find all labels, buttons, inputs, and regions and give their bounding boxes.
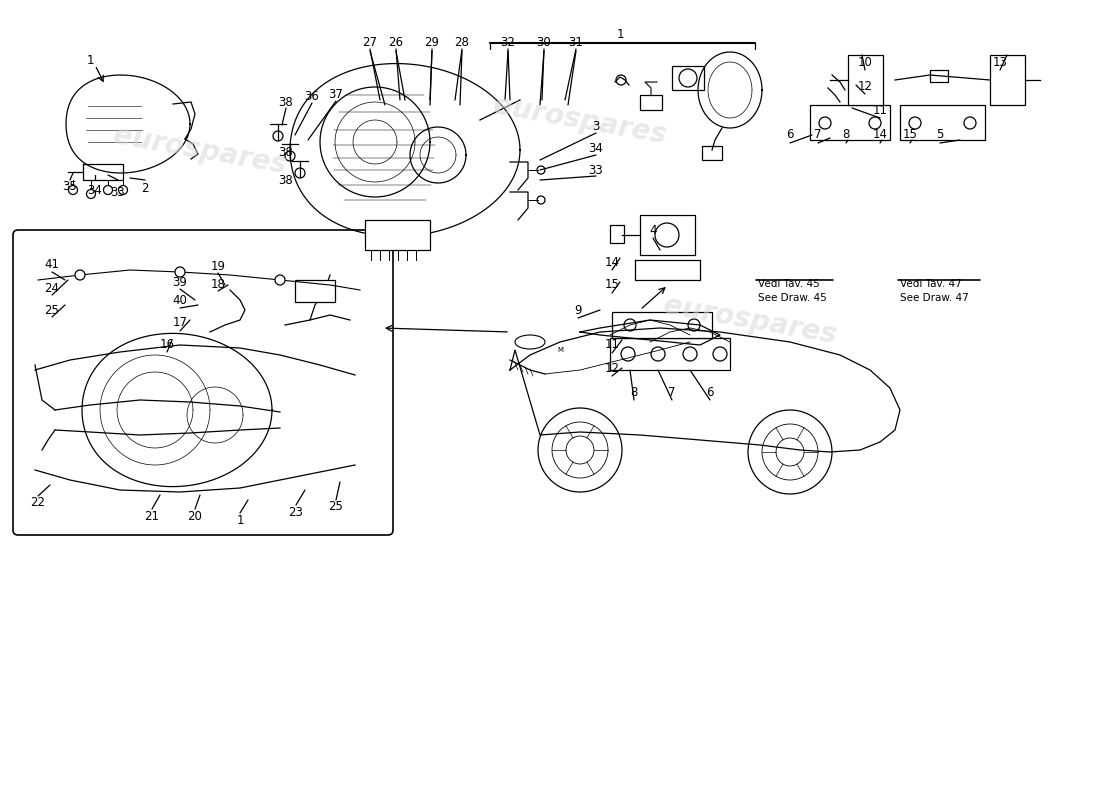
Text: eurospares: eurospares	[111, 121, 289, 179]
Text: 37: 37	[329, 89, 343, 102]
Text: 20: 20	[188, 510, 202, 522]
Circle shape	[175, 267, 185, 277]
Circle shape	[748, 410, 832, 494]
Text: 22: 22	[31, 497, 45, 510]
Text: eurospares: eurospares	[661, 291, 839, 349]
Text: 32: 32	[500, 37, 516, 50]
Text: 15: 15	[903, 129, 917, 142]
Text: 1: 1	[86, 54, 94, 66]
Text: 21: 21	[144, 510, 159, 522]
Text: See Draw. 45: See Draw. 45	[758, 293, 827, 303]
Text: 8: 8	[630, 386, 638, 398]
Text: 29: 29	[425, 37, 440, 50]
Bar	[848, 55, 883, 105]
Bar	[900, 105, 984, 140]
Text: 24: 24	[44, 282, 59, 294]
Bar	[810, 105, 890, 140]
Text: 13: 13	[992, 55, 1008, 69]
Text: 31: 31	[569, 37, 583, 50]
Text: Vedi Tav. 47: Vedi Tav. 47	[900, 279, 961, 289]
Text: 18: 18	[210, 278, 225, 290]
Bar	[640, 215, 695, 255]
Bar	[672, 66, 704, 90]
Bar	[930, 70, 948, 82]
Text: 7: 7	[669, 386, 675, 398]
Bar	[612, 312, 712, 338]
Text: See Draw. 47: See Draw. 47	[900, 293, 969, 303]
Text: 38: 38	[278, 146, 294, 159]
Text: eurospares: eurospares	[492, 91, 669, 149]
Text: 5: 5	[936, 129, 944, 142]
Text: 26: 26	[388, 37, 404, 50]
Text: 14: 14	[605, 255, 619, 269]
Text: 6: 6	[786, 129, 794, 142]
Text: 11: 11	[605, 338, 619, 351]
Text: 16: 16	[160, 338, 175, 350]
Text: 11: 11	[872, 103, 888, 117]
Text: 9: 9	[574, 303, 582, 317]
Text: 40: 40	[173, 294, 187, 307]
Text: 7: 7	[814, 129, 822, 142]
Text: 41: 41	[44, 258, 59, 271]
Text: M: M	[557, 347, 563, 353]
Bar	[990, 55, 1025, 105]
FancyBboxPatch shape	[13, 230, 393, 535]
Text: 38: 38	[278, 174, 294, 187]
Text: 34: 34	[88, 183, 102, 197]
Bar	[702, 146, 722, 160]
Text: 28: 28	[454, 37, 470, 50]
Text: 33: 33	[111, 186, 125, 198]
Bar	[365, 220, 430, 250]
Bar	[610, 225, 624, 243]
Text: 17: 17	[173, 317, 187, 330]
Text: 12: 12	[605, 362, 619, 374]
Text: 2: 2	[141, 182, 149, 194]
Text: 12: 12	[858, 79, 872, 93]
Ellipse shape	[631, 314, 649, 322]
Text: 1: 1	[236, 514, 244, 526]
Text: 34: 34	[588, 142, 604, 155]
Text: 33: 33	[588, 163, 604, 177]
Text: 10: 10	[858, 55, 872, 69]
Text: 15: 15	[605, 278, 619, 291]
Circle shape	[538, 408, 621, 492]
Text: 39: 39	[173, 275, 187, 289]
Text: 3: 3	[592, 121, 600, 134]
Text: 25: 25	[45, 303, 59, 317]
Bar	[295, 280, 336, 302]
Text: 27: 27	[363, 37, 377, 50]
Circle shape	[275, 275, 285, 285]
Text: 23: 23	[288, 506, 304, 518]
Text: 36: 36	[305, 90, 319, 103]
Text: Vedi Tav. 45: Vedi Tav. 45	[758, 279, 820, 289]
Circle shape	[75, 270, 85, 280]
Text: 4: 4	[649, 223, 657, 237]
Text: 25: 25	[329, 501, 343, 514]
Text: 8: 8	[843, 129, 849, 142]
Bar	[640, 95, 662, 110]
Text: 35: 35	[63, 179, 77, 193]
Text: 6: 6	[706, 386, 714, 398]
Text: 38: 38	[278, 95, 294, 109]
Text: 14: 14	[872, 129, 888, 142]
Text: 30: 30	[537, 37, 551, 50]
Text: 19: 19	[210, 259, 225, 273]
Text: 1: 1	[616, 29, 624, 42]
Bar	[610, 338, 730, 370]
